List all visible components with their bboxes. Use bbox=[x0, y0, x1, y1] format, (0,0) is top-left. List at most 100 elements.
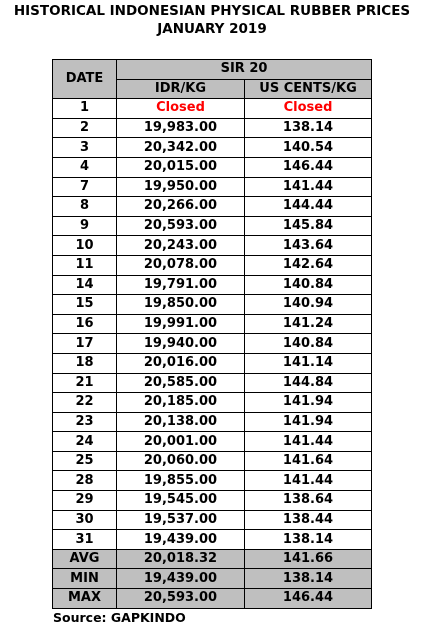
usd-price-cell: 141.44 bbox=[243, 431, 373, 452]
table-row: 14 19,791.00 140.84 bbox=[52, 274, 373, 296]
usd-price-cell: 144.84 bbox=[243, 372, 373, 394]
idr-price-cell: 20,342.00 bbox=[116, 137, 245, 158]
idr-price-cell: 20,266.00 bbox=[116, 196, 245, 217]
date-cell: 3 bbox=[52, 137, 117, 158]
date-cell: 16 bbox=[52, 313, 117, 335]
summary-label: MIN bbox=[52, 568, 117, 590]
table-row: 15 19,850.00 140.94 bbox=[52, 294, 373, 315]
date-cell: 30 bbox=[52, 509, 117, 531]
table-row: 1 Closed Closed bbox=[52, 98, 373, 119]
date-cell: 25 bbox=[52, 450, 117, 472]
idr-price-cell: 20,138.00 bbox=[116, 411, 245, 433]
header-row-top: DATE SIR 20 bbox=[52, 58, 373, 100]
usd-price-cell: 138.14 bbox=[243, 529, 373, 550]
usd-price-cell: 141.44 bbox=[243, 470, 373, 492]
table-row: 18 20,016.00 141.14 bbox=[52, 352, 373, 374]
usd-price-cell: 144.44 bbox=[243, 196, 373, 217]
date-cell: 10 bbox=[52, 235, 117, 256]
idr-price-cell: 19,545.00 bbox=[116, 490, 245, 511]
sir20-header: SIR 20 bbox=[115, 59, 373, 80]
table-row: 30 19,537.00 138.44 bbox=[52, 509, 373, 531]
usd-price-cell: 140.94 bbox=[243, 294, 373, 315]
usd-price-cell: 141.14 bbox=[243, 352, 373, 374]
date-cell: 29 bbox=[52, 490, 117, 511]
usd-price-cell: 138.64 bbox=[243, 490, 373, 511]
idr-header: IDR/KG bbox=[116, 78, 245, 100]
usd-price-cell: 140.54 bbox=[243, 137, 373, 158]
table-row: 16 19,991.00 141.24 bbox=[52, 313, 373, 335]
usd-price-cell: 138.14 bbox=[243, 117, 373, 139]
idr-price-cell: 19,950.00 bbox=[116, 176, 245, 198]
summary-idr-cell: 20,018.32 bbox=[116, 548, 245, 570]
idr-price-cell: 19,940.00 bbox=[116, 333, 245, 354]
date-cell: 7 bbox=[52, 176, 117, 198]
date-cell: 2 bbox=[52, 117, 117, 139]
source-note: Source: GAPKINDO bbox=[53, 610, 186, 625]
summary-label: AVG bbox=[52, 548, 117, 570]
date-cell: 9 bbox=[52, 215, 117, 237]
date-cell: 1 bbox=[52, 98, 117, 119]
idr-price-cell: Closed bbox=[116, 98, 245, 119]
idr-price-cell: 20,015.00 bbox=[116, 156, 245, 178]
report-title: HISTORICAL INDONESIAN PHYSICAL RUBBER PR… bbox=[13, 3, 411, 19]
usd-price-cell: 141.94 bbox=[243, 411, 373, 433]
table-row: 28 19,855.00 141.44 bbox=[52, 470, 373, 492]
date-cell: 17 bbox=[52, 333, 117, 354]
idr-price-cell: 20,016.00 bbox=[116, 352, 245, 374]
usd-price-cell: 140.84 bbox=[243, 274, 373, 296]
idr-price-cell: 19,439.00 bbox=[116, 529, 245, 550]
summary-usd-cell: 146.44 bbox=[243, 588, 373, 609]
table-row: 3 20,342.00 140.54 bbox=[52, 137, 373, 158]
report-subtitle: JANUARY 2019 bbox=[157, 21, 267, 37]
usd-price-cell: 141.94 bbox=[243, 392, 373, 413]
rubber-price-table: DATE SIR 20 IDR/KG US CENTS/KG 1 Closed Cl… bbox=[52, 58, 373, 609]
idr-price-cell: 20,243.00 bbox=[116, 235, 245, 256]
summary-idr-cell: 20,593.00 bbox=[116, 588, 245, 609]
date-header: DATE bbox=[52, 58, 117, 100]
usd-price-cell: 140.84 bbox=[243, 333, 373, 354]
table-row: 8 20,266.00 144.44 bbox=[52, 196, 373, 217]
usd-price-cell: 142.64 bbox=[243, 254, 373, 276]
date-cell: 14 bbox=[52, 274, 117, 296]
idr-price-cell: 19,850.00 bbox=[116, 294, 245, 315]
usd-price-cell: 145.84 bbox=[243, 215, 373, 237]
usd-price-cell: Closed bbox=[243, 98, 373, 119]
summary-usd-cell: 138.14 bbox=[243, 568, 373, 590]
date-cell: 23 bbox=[52, 411, 117, 433]
summary-idr-cell: 19,439.00 bbox=[116, 568, 245, 590]
date-cell: 24 bbox=[52, 431, 117, 452]
table-row: 2 19,983.00 138.14 bbox=[52, 117, 373, 139]
table-row: 11 20,078.00 142.64 bbox=[52, 254, 373, 276]
date-cell: 21 bbox=[52, 372, 117, 394]
idr-price-cell: 19,983.00 bbox=[116, 117, 245, 139]
date-cell: 15 bbox=[52, 294, 117, 315]
table-row: 29 19,545.00 138.64 bbox=[52, 490, 373, 511]
summary-row: MAX 20,593.00 146.44 bbox=[52, 588, 373, 609]
table-row: 7 19,950.00 141.44 bbox=[52, 176, 373, 198]
table-row: 21 20,585.00 144.84 bbox=[52, 372, 373, 394]
header-row-bottom: IDR/KG US CENTS/KG bbox=[53, 78, 373, 100]
usd-price-cell: 143.64 bbox=[243, 235, 373, 256]
idr-price-cell: 19,855.00 bbox=[116, 470, 245, 492]
date-cell: 11 bbox=[52, 254, 117, 276]
date-cell: 28 bbox=[52, 470, 117, 492]
table-row: 31 19,439.00 138.14 bbox=[52, 529, 373, 550]
date-cell: 4 bbox=[52, 156, 117, 178]
idr-price-cell: 20,593.00 bbox=[116, 215, 245, 237]
idr-price-cell: 20,078.00 bbox=[116, 254, 245, 276]
idr-price-cell: 20,185.00 bbox=[116, 392, 245, 413]
idr-price-cell: 20,001.00 bbox=[116, 431, 245, 452]
date-cell: 22 bbox=[52, 392, 117, 413]
table-row: 23 20,138.00 141.94 bbox=[52, 411, 373, 433]
idr-price-cell: 19,991.00 bbox=[116, 313, 245, 335]
idr-price-cell: 19,537.00 bbox=[116, 509, 245, 531]
table-row: 9 20,593.00 145.84 bbox=[52, 215, 373, 237]
table-row: 22 20,185.00 141.94 bbox=[52, 392, 373, 413]
date-cell: 31 bbox=[52, 529, 117, 550]
date-cell: 8 bbox=[52, 196, 117, 217]
usd-price-cell: 141.44 bbox=[243, 176, 373, 198]
usd-header: US CENTS/KG bbox=[243, 78, 373, 100]
table-row: 10 20,243.00 143.64 bbox=[52, 235, 373, 256]
date-cell: 18 bbox=[52, 352, 117, 374]
idr-price-cell: 20,060.00 bbox=[116, 450, 245, 472]
